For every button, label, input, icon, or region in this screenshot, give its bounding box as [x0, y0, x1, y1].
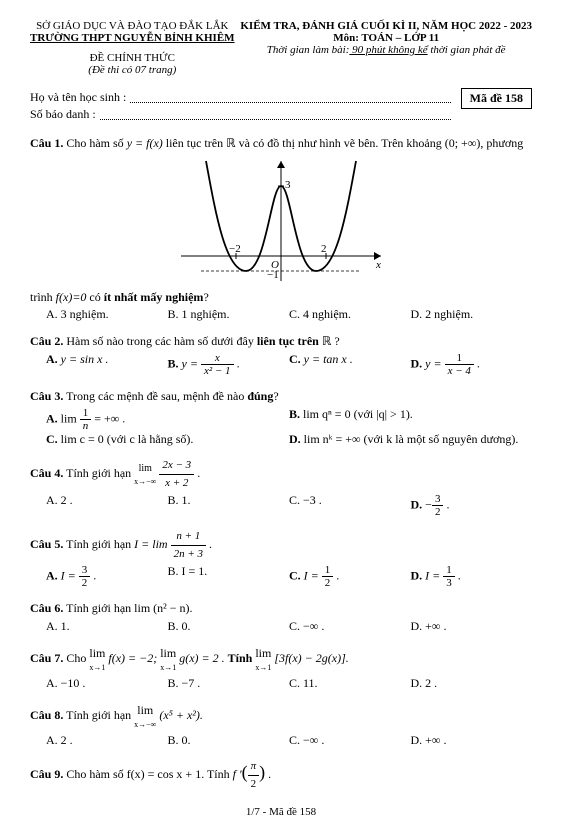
q1-options: A. 3 nghiệm. B. 1 nghiệm. C. 4 nghiệm. D… — [46, 307, 532, 322]
q6-D: D. +∞ . — [411, 619, 533, 634]
question-3: Câu 3. Trong các mệnh đề sau, mệnh đề nà… — [30, 387, 532, 405]
q4-text: Tính giới hạn — [66, 466, 134, 480]
q5-text: Tính giới hạn — [66, 537, 134, 551]
question-1: Câu 1. Cho hàm số y = f(x) liên tục trên… — [30, 134, 532, 152]
q8-D: D. +∞ . — [411, 733, 533, 748]
q5-A: A. I = 32 . — [46, 564, 168, 589]
q7-B: B. −7 . — [168, 676, 290, 691]
q8-num: Câu 8. — [30, 708, 63, 722]
q5-options: A. I = 32 . B. I = 1. C. I = 12 . D. I =… — [46, 564, 532, 589]
exam-title: KIỂM TRA, ĐÁNH GIÁ CUỐI KÌ II, NĂM HỌC 2… — [240, 20, 532, 32]
header: SỞ GIÁO DỤC VÀ ĐÀO TẠO ĐẮK LẮK TRƯỜNG TH… — [30, 20, 532, 76]
q4-B: B. 1. — [168, 493, 290, 518]
exam-code: Mã đề 158 — [461, 88, 532, 109]
q8-A: A. 2 . — [46, 733, 168, 748]
header-right: KIỂM TRA, ĐÁNH GIÁ CUỐI KÌ II, NĂM HỌC 2… — [240, 20, 532, 76]
q1-formula: y = f(x) — [127, 136, 163, 150]
school: TRƯỜNG THPT NGUYỄN BỈNH KHIÊM — [30, 32, 235, 44]
question-6: Câu 6. Tính giới hạn lim (n² − n). — [30, 599, 532, 617]
q7-options: A. −10 . B. −7 . C. 11. D. 2 . — [46, 676, 532, 691]
q4-num: Câu 4. — [30, 466, 63, 480]
q7-text2: Tính — [228, 651, 256, 665]
official: ĐỀ CHÍNH THỨC — [30, 52, 235, 64]
q1-C: C. 4 nghiệm. — [289, 307, 411, 322]
pages: (Đề thi có 07 trang) — [30, 64, 235, 76]
q3-options: A. lim 1n = +∞ . B. lim qⁿ = 0 (với |q| … — [46, 407, 532, 447]
q6-text: Tính giới hạn lim (n² − n). — [66, 601, 192, 615]
q1-text1: Cho hàm số — [66, 136, 126, 150]
q6-num: Câu 6. — [30, 601, 63, 615]
q2-num: Câu 2. — [30, 334, 63, 348]
q7-C: C. 11. — [289, 676, 411, 691]
q2-C: C. y = tan x . — [289, 352, 411, 377]
q1-D: D. 2 nghiệm. — [411, 307, 533, 322]
q1-trail: trình f(x)=0 có ít nhất mấy nghiệm? — [30, 290, 532, 305]
q2-A: A. y = sin x . — [46, 352, 168, 377]
id-label: Số báo danh : — [30, 107, 96, 122]
q1-text2: liên tục trên ℝ và có đồ thị như hình vẽ… — [166, 136, 523, 150]
svg-text:3: 3 — [285, 179, 291, 191]
page-footer: 1/7 - Mã đề 158 — [30, 806, 532, 818]
q7-num: Câu 7. — [30, 651, 63, 665]
svg-text:x: x — [375, 259, 381, 271]
q1-B: B. 1 nghiệm. — [168, 307, 290, 322]
q1-graph: x O 3 −2 2 −1 — [30, 156, 532, 286]
id-dots — [100, 109, 451, 120]
question-7: Câu 7. Cho limx→1 f(x) = −2; limx→1 g(x)… — [30, 644, 532, 674]
q7-text1: Cho — [66, 651, 89, 665]
question-8: Câu 8. Tính giới hạn limx→−∞ (x⁵ + x²). — [30, 701, 532, 731]
q8-B: B. 0. — [168, 733, 290, 748]
student-info: Họ và tên học sinh : Số báo danh : Mã đề… — [30, 88, 532, 124]
q6-options: A. 1. B. 0. C. −∞ . D. +∞ . — [46, 619, 532, 634]
q8-text: Tính giới hạn — [66, 708, 134, 722]
name-label: Họ và tên học sinh : — [30, 90, 126, 105]
q6-A: A. 1. — [46, 619, 168, 634]
q2-text: Hàm số nào trong các hàm số dưới đây liê… — [66, 334, 339, 348]
question-5: Câu 5. Tính giới hạn I = lim n + 12n + 3… — [30, 528, 532, 562]
q3-text: Trong các mệnh đề sau, mệnh đề nào đúng? — [66, 389, 279, 403]
q7-D: D. 2 . — [411, 676, 533, 691]
name-dots — [130, 92, 450, 103]
q8-options: A. 2 . B. 0. C. −∞ . D. +∞ . — [46, 733, 532, 748]
q4-C: C. −3 . — [289, 493, 411, 518]
header-left: SỞ GIÁO DỤC VÀ ĐÀO TẠO ĐẮK LẮK TRƯỜNG TH… — [30, 20, 235, 76]
q5-num: Câu 5. — [30, 537, 63, 551]
q8-C: C. −∞ . — [289, 733, 411, 748]
question-2: Câu 2. Hàm số nào trong các hàm số dưới … — [30, 332, 532, 350]
q3-A: A. lim 1n = +∞ . — [46, 407, 289, 432]
q5-C: C. I = 12 . — [289, 564, 411, 589]
q2-D: D. y = 1x − 4 . — [411, 352, 533, 377]
q3-D: D. lim nᵏ = +∞ (với k là một số nguyên d… — [289, 432, 532, 447]
q4-options: A. 2 . B. 1. C. −3 . D. −32 . — [46, 493, 532, 518]
subject: Môn: TOÁN – LỚP 11 — [240, 32, 532, 44]
q6-C: C. −∞ . — [289, 619, 411, 634]
q5-D: D. I = 13 . — [411, 564, 533, 589]
q2-B: B. y = xx² − 1 . — [168, 352, 290, 377]
q2-options: A. y = sin x . B. y = xx² − 1 . C. y = t… — [46, 352, 532, 377]
svg-text:−2: −2 — [229, 243, 241, 255]
q1-A: A. 3 nghiệm. — [46, 307, 168, 322]
question-9: Câu 9. Cho hàm số f(x) = cos x + 1. Tính… — [30, 758, 532, 792]
q5-B: B. I = 1. — [168, 564, 290, 589]
q3-num: Câu 3. — [30, 389, 63, 403]
q3-B: B. lim qⁿ = 0 (với |q| > 1). — [289, 407, 532, 432]
q7-A: A. −10 . — [46, 676, 168, 691]
q4-D: D. −32 . — [411, 493, 533, 518]
q4-A: A. 2 . — [46, 493, 168, 518]
duration: Thời gian làm bài: 90 phút không kể thời… — [240, 44, 532, 56]
q9-text: Cho hàm số f(x) = cos x + 1. Tính — [66, 767, 232, 781]
q3-C: C. lim c = 0 (với c là hằng số). — [46, 432, 289, 447]
question-4: Câu 4. Tính giới hạn limx→−∞ 2x − 3x + 2… — [30, 457, 532, 491]
q1-num: Câu 1. — [30, 136, 63, 150]
q6-B: B. 0. — [168, 619, 290, 634]
q9-num: Câu 9. — [30, 767, 63, 781]
dept: SỞ GIÁO DỤC VÀ ĐÀO TẠO ĐẮK LẮK — [30, 20, 235, 32]
